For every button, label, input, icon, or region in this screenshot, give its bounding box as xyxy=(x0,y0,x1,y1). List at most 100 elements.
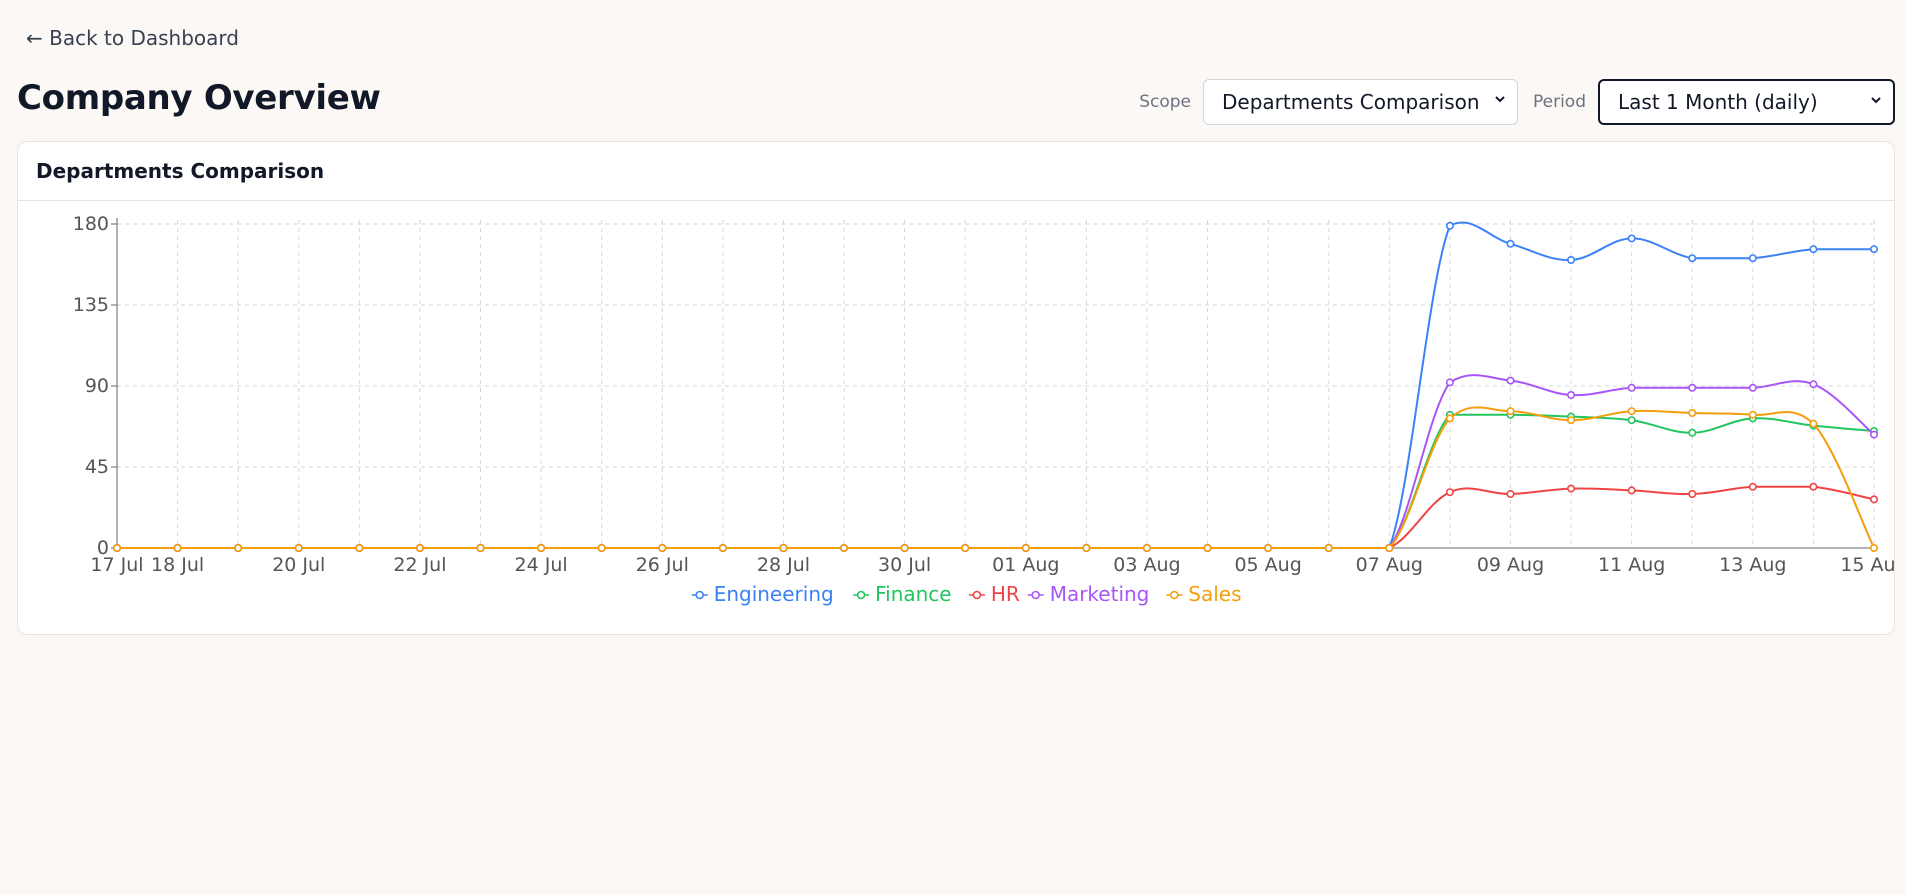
data-point-sales xyxy=(415,543,424,552)
data-point-sales xyxy=(537,543,546,552)
data-point-marketing xyxy=(1567,391,1576,400)
back-to-dashboard-link[interactable]: ← Back to Dashboard xyxy=(26,26,239,50)
data-point-sales xyxy=(1021,543,1030,552)
data-point-sales xyxy=(1809,419,1818,428)
data-point-engineering xyxy=(1506,239,1515,248)
data-point-sales xyxy=(1688,408,1697,417)
data-point-sales xyxy=(113,543,122,552)
data-point-sales xyxy=(1748,410,1757,419)
scope-select-value: Departments Comparison xyxy=(1221,90,1480,114)
data-point-engineering xyxy=(1627,234,1636,243)
legend-label-sales: Sales xyxy=(1188,582,1241,606)
chevron-down-icon xyxy=(1871,97,1881,104)
data-point-marketing xyxy=(1748,383,1757,392)
data-point-engineering xyxy=(1688,254,1697,263)
departments-line-chart: 0 45 90 135 180 17 Jul 18 Jul 20 Jul 22 Jul 24 Ju… xyxy=(73,213,1894,606)
data-point-sales xyxy=(1627,407,1636,416)
data-point-sales xyxy=(1324,543,1333,552)
card-header: Departments Comparison xyxy=(18,142,1894,201)
departments-comparison-card: Departments Comparison 0 45 90 135 180 17 Jul… xyxy=(17,141,1895,635)
data-point-finance xyxy=(1627,416,1636,425)
data-point-marketing xyxy=(1870,430,1879,439)
x-tick-label: 03 Aug xyxy=(1113,554,1180,576)
data-point-sales xyxy=(1142,543,1151,552)
data-point-marketing xyxy=(1445,378,1454,387)
scope-select[interactable]: Departments Comparison xyxy=(1202,79,1518,125)
y-tick-label: 0 xyxy=(97,537,109,559)
x-tick-label: 07 Aug xyxy=(1356,554,1423,576)
x-tick-label: 09 Aug xyxy=(1477,554,1544,576)
legend-label-marketing: Marketing xyxy=(1050,582,1150,606)
x-tick-label: 11 Aug xyxy=(1598,554,1665,576)
data-point-hr xyxy=(1748,482,1757,491)
y-tick-label: 180 xyxy=(73,213,109,235)
data-point-sales xyxy=(1264,543,1273,552)
legend-label-finance: Finance xyxy=(875,582,952,606)
period-select[interactable]: Last 1 Month (daily) xyxy=(1598,79,1895,125)
data-point-marketing xyxy=(1506,376,1515,385)
data-point-hr xyxy=(1506,489,1515,498)
page-title: Company Overview xyxy=(17,78,381,118)
x-tick-label: 15 Aug xyxy=(1840,554,1894,576)
data-point-sales xyxy=(658,543,667,552)
card-title: Departments Comparison xyxy=(36,159,325,183)
x-tick-label: 28 Jul xyxy=(757,554,810,576)
data-point-hr xyxy=(1627,486,1636,495)
x-tick-label: 13 Aug xyxy=(1719,554,1786,576)
data-point-hr xyxy=(1567,484,1576,493)
data-point-sales xyxy=(1870,543,1879,552)
data-point-sales xyxy=(476,543,485,552)
data-point-sales xyxy=(718,543,727,552)
series-line-hr xyxy=(117,485,1875,549)
x-tick-label: 20 Jul xyxy=(272,554,325,576)
data-point-marketing xyxy=(1809,380,1818,389)
x-tick-label: 18 Jul xyxy=(151,554,204,576)
series-line-engineering xyxy=(117,221,1874,549)
period-select-value: Last 1 Month (daily) xyxy=(1618,90,1818,114)
scope-label: Scope xyxy=(1139,92,1191,112)
data-point-engineering xyxy=(1748,254,1757,263)
data-point-sales xyxy=(779,543,788,552)
data-point-sales xyxy=(1203,543,1212,552)
y-tick-label: 135 xyxy=(73,294,109,316)
x-tick-label: 01 Aug xyxy=(992,554,1059,576)
data-point-sales xyxy=(961,543,970,552)
legend-marker-marketing xyxy=(1031,590,1041,600)
legend-label-hr: HR xyxy=(991,582,1020,606)
data-point-engineering xyxy=(1445,221,1454,230)
data-point-sales xyxy=(173,543,182,552)
data-point-sales xyxy=(1385,543,1394,552)
period-label: Period xyxy=(1532,92,1586,112)
data-point-sales xyxy=(355,543,364,552)
data-point-marketing xyxy=(1627,383,1636,392)
series-line-marketing xyxy=(117,374,1875,549)
legend-marker-engineering xyxy=(695,590,705,600)
data-point-finance xyxy=(1688,428,1697,437)
data-point-hr xyxy=(1870,495,1879,504)
x-tick-label: 17 Jul xyxy=(90,554,143,576)
legend-marker-hr xyxy=(972,590,982,600)
legend-label-engineering: Engineering xyxy=(714,582,834,606)
data-point-hr xyxy=(1809,482,1818,491)
data-point-engineering xyxy=(1870,245,1879,254)
x-tick-label: 26 Jul xyxy=(636,554,689,576)
data-point-hr xyxy=(1688,489,1697,498)
x-tick-label: 24 Jul xyxy=(515,554,568,576)
data-point-sales xyxy=(1506,407,1515,416)
series-line-sales xyxy=(117,406,1875,549)
data-point-marketing xyxy=(1688,383,1697,392)
data-point-sales xyxy=(1445,414,1454,423)
data-point-engineering xyxy=(1809,245,1818,254)
data-point-engineering xyxy=(1567,256,1576,265)
chevron-down-icon xyxy=(1495,96,1505,103)
series-line-finance xyxy=(117,413,1875,549)
y-tick-label: 45 xyxy=(85,456,109,478)
data-point-hr xyxy=(1445,488,1454,497)
legend-marker-finance xyxy=(856,590,866,600)
data-point-sales xyxy=(597,543,606,552)
data-point-sales xyxy=(900,543,909,552)
y-tick-label: 90 xyxy=(85,375,109,397)
filter-controls: Scope Departments Comparison Period Last… xyxy=(1139,78,1895,126)
x-tick-label: 30 Jul xyxy=(878,554,931,576)
data-point-sales xyxy=(294,543,303,552)
